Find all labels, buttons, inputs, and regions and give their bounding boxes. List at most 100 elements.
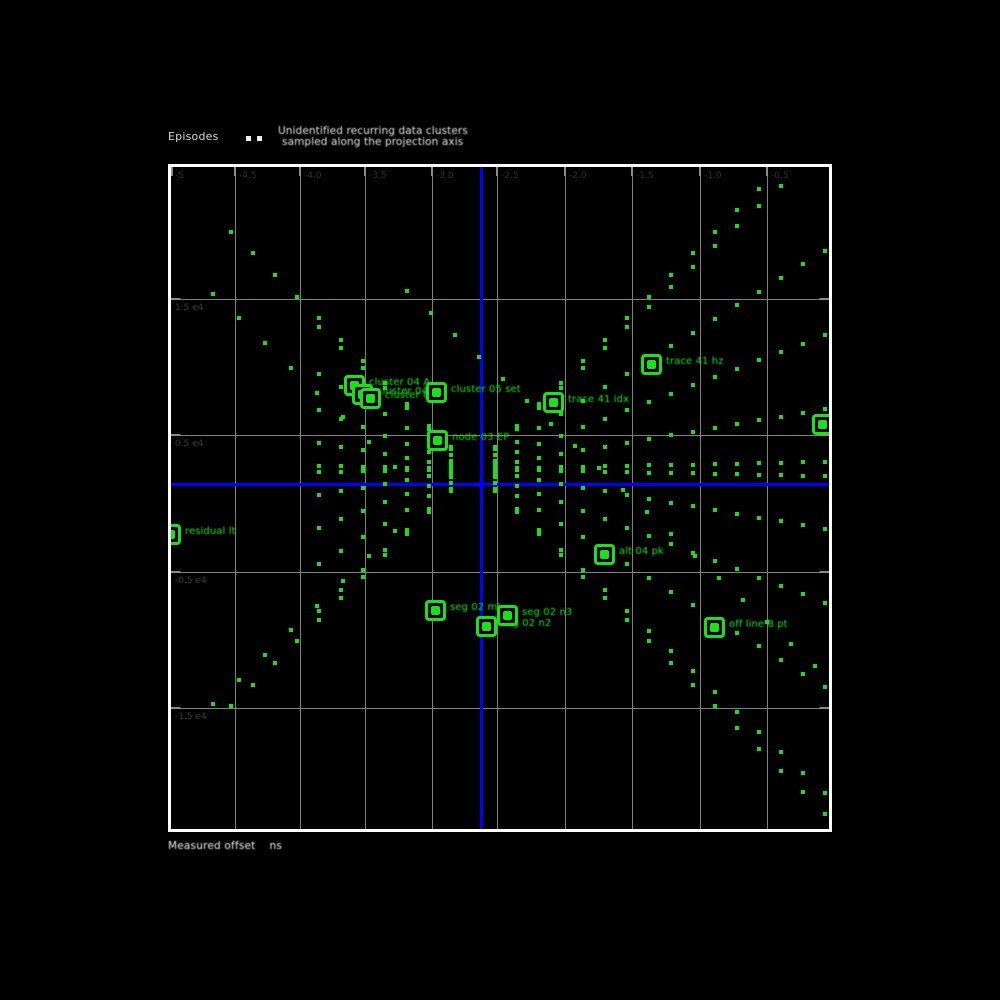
- scatter-point: [823, 527, 827, 531]
- scatter-point: [427, 450, 431, 454]
- scatter-point: [537, 426, 541, 430]
- scatter-point: [647, 576, 651, 580]
- scatter-point: [339, 517, 343, 521]
- tick-mark-x: [564, 167, 566, 176]
- scatter-point: [559, 522, 563, 526]
- scatter-point: [779, 658, 783, 662]
- scatter-point: [801, 771, 805, 775]
- scatter-point: [317, 464, 321, 468]
- scatter-point: [361, 568, 365, 572]
- scatter-point: [581, 399, 585, 403]
- point-marker-icon[interactable]: [812, 414, 829, 435]
- scatter-point: [405, 456, 409, 460]
- point-marker-icon[interactable]: [171, 524, 181, 545]
- point-marker-icon[interactable]: [360, 388, 381, 409]
- point-marker-icon[interactable]: [497, 605, 518, 626]
- scatter-point: [515, 440, 519, 444]
- point-marker-icon[interactable]: [427, 430, 448, 451]
- scatter-point: [823, 685, 827, 689]
- point-marker-icon[interactable]: [641, 354, 662, 375]
- tick-mark-x: [171, 167, 173, 176]
- y-tick-label: -1.5 e4: [175, 712, 207, 722]
- scatter-point: [801, 460, 805, 464]
- scatter-point: [779, 184, 783, 188]
- scatter-point: [625, 464, 629, 468]
- point-marker-icon[interactable]: [704, 617, 725, 638]
- y-tick-label: 1.5 e4: [175, 303, 204, 313]
- point-marker-icon[interactable]: [594, 544, 615, 565]
- scatter-point: [789, 642, 793, 646]
- gridline-vertical: [300, 167, 301, 829]
- scatter-point: [361, 448, 365, 452]
- point-marker-icon[interactable]: [476, 616, 497, 637]
- point-label: residual lt: [185, 526, 236, 537]
- tick-mark-x: [699, 167, 701, 176]
- scatter-point: [813, 664, 817, 668]
- scatter-point: [383, 522, 387, 526]
- scatter-point: [691, 551, 695, 555]
- scatter-point: [515, 427, 519, 431]
- scatter-point: [757, 418, 761, 422]
- scatter-point: [625, 372, 629, 376]
- point-marker-icon[interactable]: [425, 600, 446, 621]
- scatter-point: [559, 469, 563, 473]
- scatter-point: [713, 559, 717, 563]
- plot-area[interactable]: -5 -4.5 -4.0 -3.5 -3.0 -2.5 -2.0 -1.5 -1.0 -0.5 1.…: [171, 167, 829, 829]
- scatter-point: [581, 509, 585, 513]
- scatter-point: [693, 554, 697, 558]
- scatter-point: [251, 683, 255, 687]
- scatter-point: [757, 187, 761, 191]
- scatter-point: [647, 534, 651, 538]
- tick-mark-y: [171, 571, 180, 573]
- scatter-point: [273, 273, 277, 277]
- scatter-point: [315, 604, 319, 608]
- scatter-point: [289, 366, 293, 370]
- point-label: seg 02 n2: [501, 618, 552, 629]
- scatter-point: [779, 750, 783, 754]
- scatter-point: [735, 367, 739, 371]
- scatter-point: [691, 383, 695, 387]
- scatter-point: [515, 507, 519, 511]
- scatter-point: [493, 453, 497, 457]
- scatter-point: [537, 478, 541, 482]
- scatter-point: [757, 473, 761, 477]
- scatter-point: [581, 575, 585, 579]
- scatter-point: [779, 350, 783, 354]
- tick-mark-y: [171, 434, 180, 436]
- scatter-point: [383, 548, 387, 552]
- scatter-point: [515, 424, 519, 428]
- scatter-point: [383, 500, 387, 504]
- scatter-point: [537, 532, 541, 536]
- scatter-point: [317, 441, 321, 445]
- scatter-point: [625, 618, 629, 622]
- scatter-point: [515, 474, 519, 478]
- x-tick-label: -3.5: [369, 171, 387, 181]
- scatter-point: [559, 386, 563, 390]
- scatter-point: [515, 450, 519, 454]
- scatter-point: [779, 473, 783, 477]
- gridline-vertical: [700, 167, 701, 829]
- point-marker-icon[interactable]: [543, 392, 564, 413]
- scatter-point: [823, 601, 827, 605]
- point-label: off line 8 pt: [729, 619, 788, 630]
- scatter-point: [779, 276, 783, 280]
- scatter-point: [427, 460, 431, 464]
- point-label: cluster 04 B: [377, 386, 439, 397]
- scatter-point: [757, 461, 761, 465]
- point-marker-icon[interactable]: [426, 382, 447, 403]
- scatter-point: [603, 596, 607, 600]
- scatter-point: [449, 453, 453, 457]
- scatter-point: [823, 249, 827, 253]
- x-tick-label: -3.0: [436, 171, 454, 181]
- scatter-point: [429, 311, 433, 315]
- chart-subtitle: sampled along the projection axis: [282, 136, 464, 148]
- scatter-point: [493, 459, 497, 463]
- scatter-point: [427, 507, 431, 511]
- gridline-vertical: [432, 167, 433, 829]
- scatter-point: [211, 292, 215, 296]
- scatter-point: [581, 448, 585, 452]
- scatter-point: [691, 603, 695, 607]
- scatter-point: [669, 532, 673, 536]
- plot-frame: -5 -4.5 -4.0 -3.5 -3.0 -2.5 -2.0 -1.5 -1.0 -0.5 1.…: [168, 164, 832, 832]
- scatter-point: [625, 441, 629, 445]
